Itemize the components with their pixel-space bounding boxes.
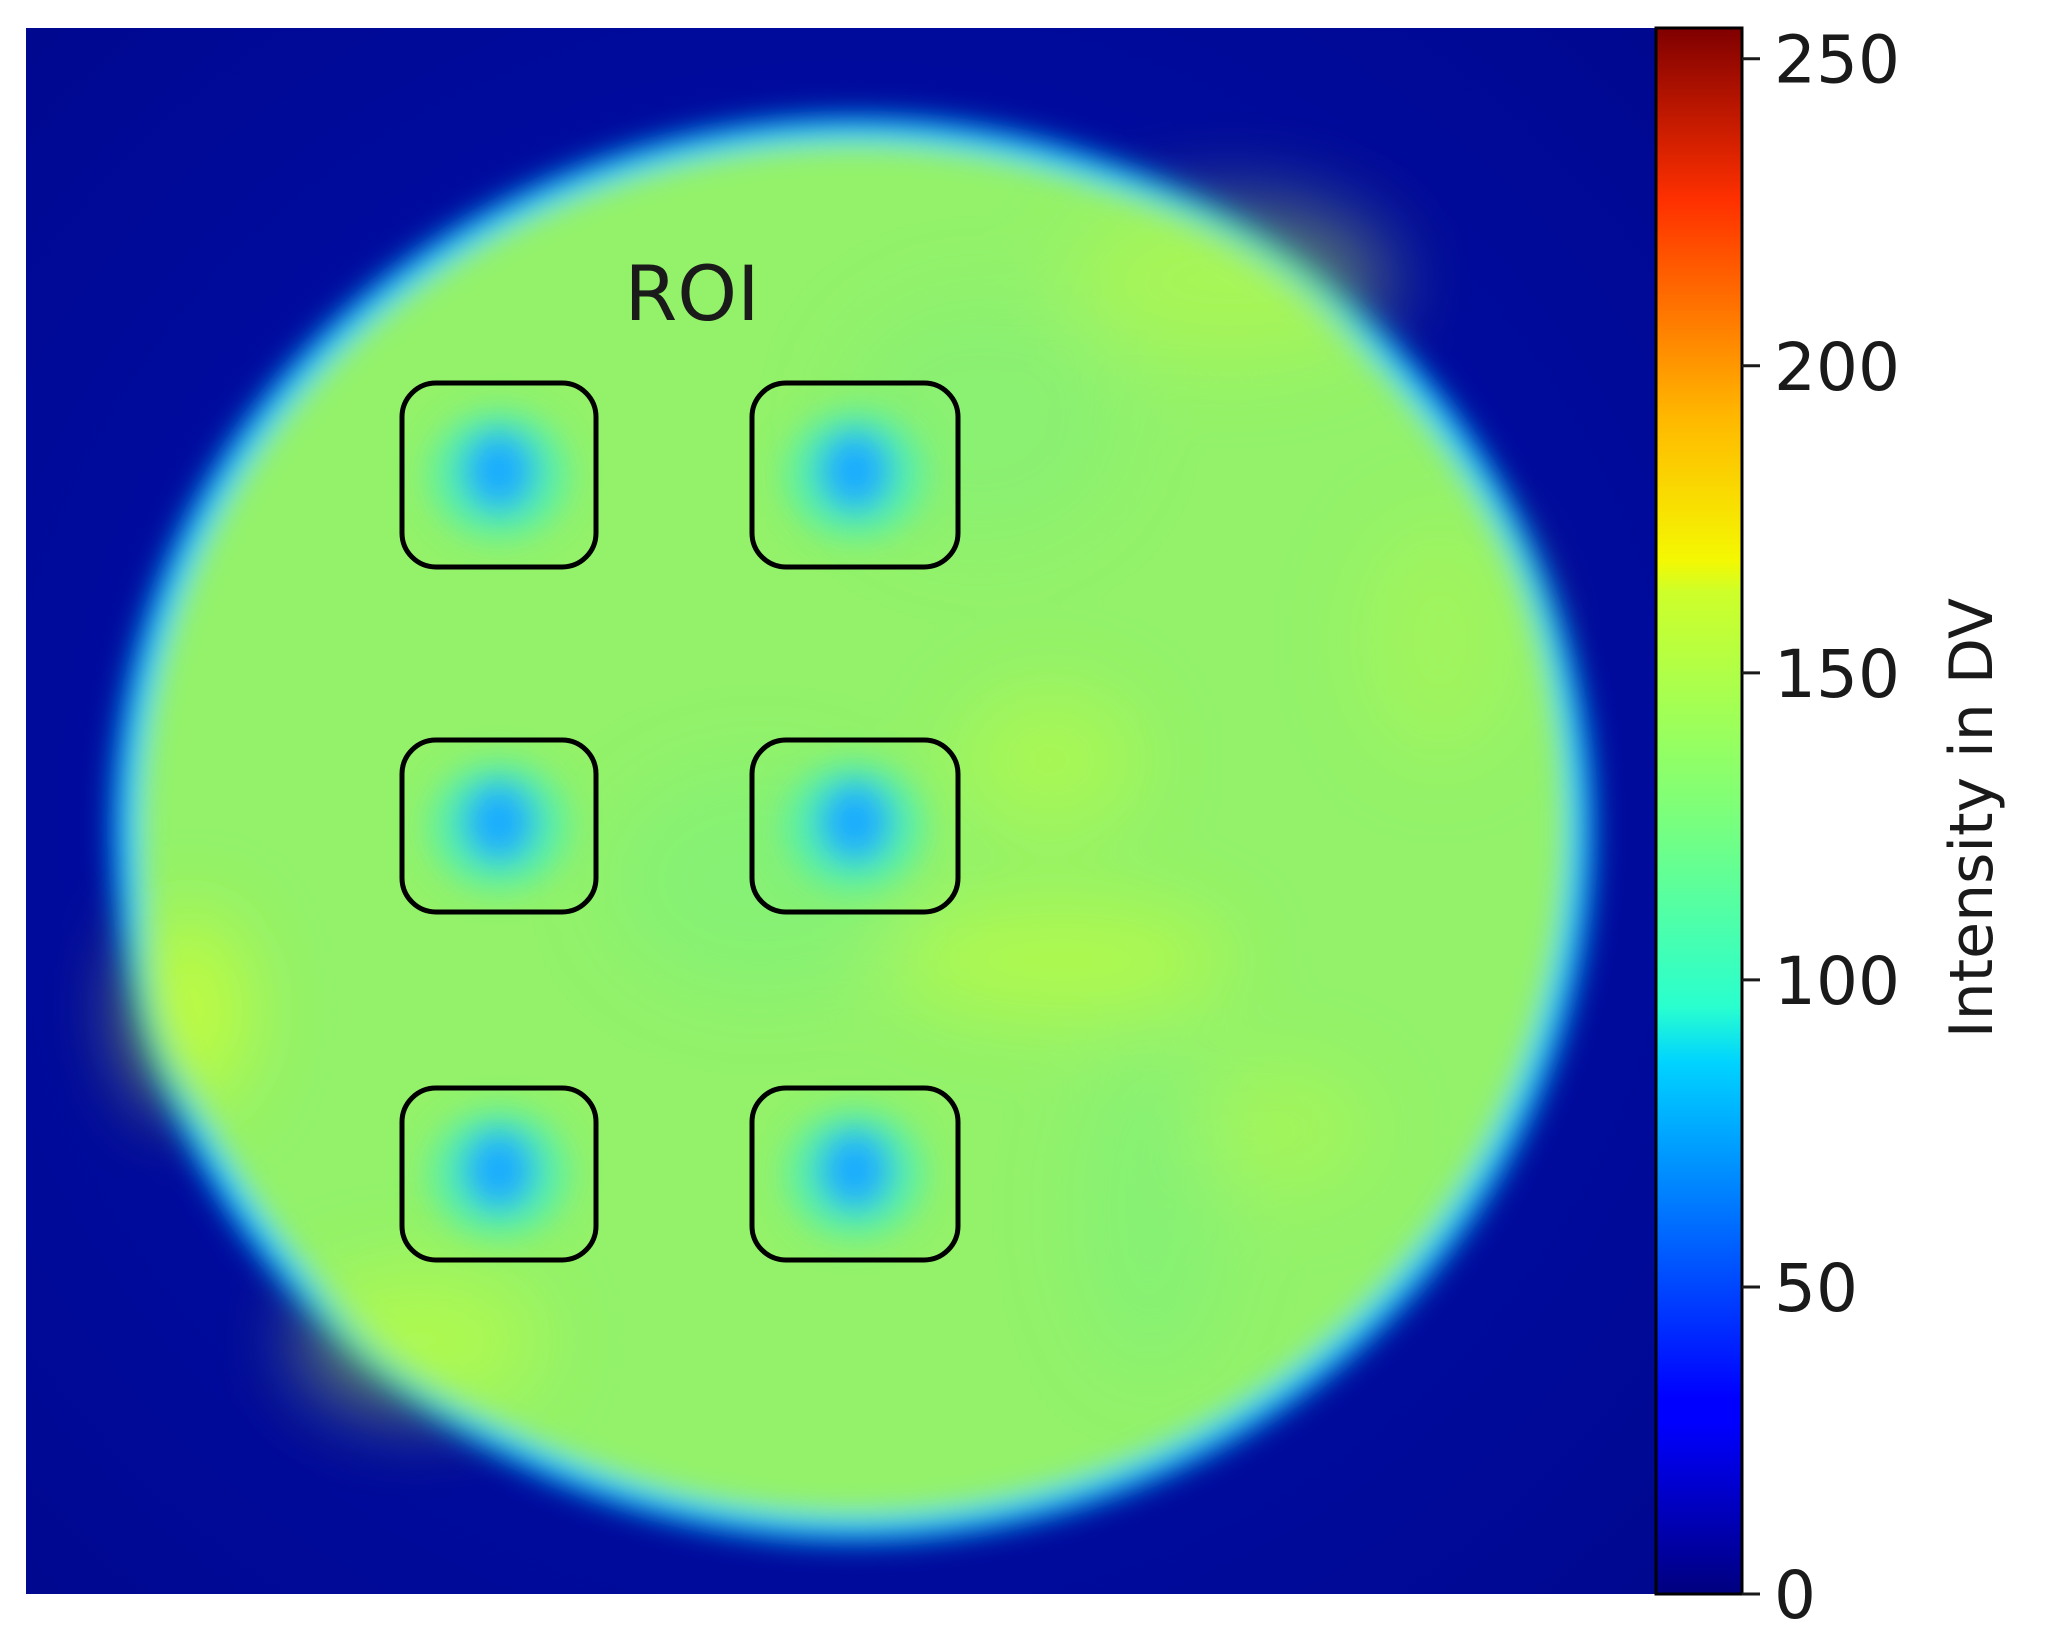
- disc-texture-patch: [135, 915, 245, 1105]
- colorbar-tick-label: 200: [1774, 329, 1900, 406]
- colorbar-gradient: [1654, 26, 1744, 1596]
- colorbar-tick-label: 250: [1774, 22, 1900, 99]
- disc-texture-patch: [1190, 1070, 1370, 1190]
- colorbar-tick-label: 150: [1774, 636, 1900, 713]
- disc-texture-patch: [890, 905, 1230, 1015]
- roi-box: [749, 737, 961, 915]
- roi-annotation: ROI: [624, 249, 759, 338]
- colorbar-tick-label: 0: [1774, 1557, 1816, 1634]
- roi-spot: [819, 1130, 891, 1210]
- roi-box: [749, 1085, 961, 1263]
- disc-texture-patch: [960, 690, 1140, 830]
- roi-spots: [429, 411, 925, 1238]
- disc-texture: [135, 200, 1520, 1410]
- roi-boxes: [399, 380, 961, 1263]
- disc-texture-patch: [300, 1270, 540, 1410]
- colorbar: 0 50 100 150 200 250 Intensity in DV: [1654, 22, 2007, 1634]
- roi-spot: [819, 782, 891, 862]
- colorbar-ticks: 0 50 100 150 200 250: [1742, 22, 1900, 1634]
- disc-texture-patch: [1360, 520, 1520, 760]
- roi-spot: [463, 1130, 535, 1210]
- roi-box: [399, 1085, 599, 1263]
- roi-box: [399, 737, 599, 915]
- colorbar-tick-label: 100: [1774, 943, 1900, 1020]
- roi-spot: [463, 782, 535, 862]
- roi-box: [399, 380, 599, 570]
- roi-box: [749, 380, 961, 570]
- disc-texture-patch: [1070, 200, 1390, 360]
- roi-spot: [463, 431, 535, 511]
- heatmap-plot: ROI: [26, 28, 1658, 1594]
- colorbar-tick-label: 50: [1774, 1250, 1858, 1327]
- disc-texture-patch: [1080, 1050, 1220, 1370]
- roi-spot: [819, 431, 891, 511]
- colorbar-label: Intensity in DV: [1937, 598, 2007, 1038]
